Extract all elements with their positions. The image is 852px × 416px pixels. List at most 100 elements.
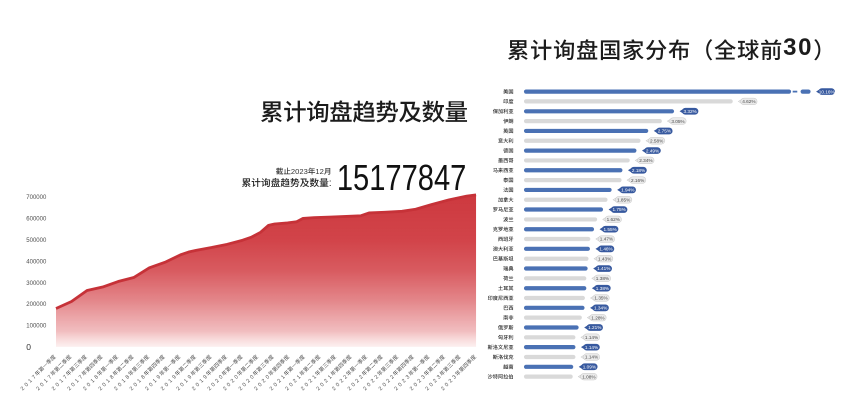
svg-text:2.34%: 2.34% — [639, 158, 652, 163]
svg-text:2: 2 — [308, 378, 314, 384]
svg-text:500000: 500000 — [26, 238, 47, 244]
svg-text:0: 0 — [319, 382, 325, 388]
svg-text:3.32%: 3.32% — [684, 109, 697, 114]
svg-text:2: 2 — [448, 378, 454, 384]
svg-text:15177847: 15177847 — [337, 157, 467, 198]
svg-text:7: 7 — [31, 374, 37, 380]
svg-text:1: 1 — [168, 378, 174, 384]
svg-text:2: 2 — [129, 386, 135, 392]
svg-text:0: 0 — [413, 382, 419, 388]
svg-text:7: 7 — [78, 374, 84, 380]
svg-text:2: 2 — [393, 386, 399, 392]
svg-text:2: 2 — [207, 386, 213, 392]
svg-text:2: 2 — [385, 378, 391, 384]
svg-text:2: 2 — [176, 386, 182, 392]
svg-text:0: 0 — [242, 382, 248, 388]
svg-text:0: 0 — [249, 374, 255, 380]
svg-text:1.38%: 1.38% — [596, 276, 609, 281]
svg-text:1.14%: 1.14% — [585, 335, 598, 340]
svg-text:2: 2 — [347, 386, 353, 392]
svg-text:0: 0 — [273, 382, 279, 388]
svg-text:0: 0 — [351, 382, 357, 388]
svg-text:2: 2 — [358, 374, 364, 380]
svg-text:600000: 600000 — [26, 217, 47, 223]
svg-text:7: 7 — [62, 374, 68, 380]
svg-text:2: 2 — [253, 386, 259, 392]
svg-text:2: 2 — [160, 386, 166, 392]
svg-text:2: 2 — [230, 378, 236, 384]
svg-text:1: 1 — [74, 378, 80, 384]
svg-text:1: 1 — [90, 378, 96, 384]
svg-text:3: 3 — [452, 374, 458, 380]
svg-text:1: 1 — [280, 374, 286, 380]
svg-text:3.05%: 3.05% — [671, 119, 684, 124]
svg-text:3: 3 — [405, 374, 411, 380]
svg-text:700000: 700000 — [26, 195, 47, 201]
svg-text:2: 2 — [417, 378, 423, 384]
svg-text:2: 2 — [331, 386, 337, 392]
svg-text:1: 1 — [199, 378, 205, 384]
svg-text:100000: 100000 — [26, 324, 47, 330]
svg-text:9: 9 — [171, 374, 177, 380]
svg-text:1: 1 — [136, 378, 142, 384]
svg-text:1.14%: 1.14% — [585, 345, 598, 350]
svg-text:0: 0 — [148, 382, 154, 388]
svg-text:2: 2 — [113, 386, 119, 392]
svg-text:9: 9 — [187, 374, 193, 380]
svg-text:1.46%: 1.46% — [599, 247, 612, 252]
svg-text:2.16%: 2.16% — [631, 178, 644, 183]
svg-text:1.62%: 1.62% — [607, 217, 620, 222]
svg-text:0: 0 — [195, 382, 201, 388]
svg-text:1.21%: 1.21% — [588, 325, 601, 330]
svg-text:2: 2 — [238, 386, 244, 392]
svg-text:2: 2 — [51, 386, 57, 392]
svg-text:8: 8 — [140, 374, 146, 380]
svg-text:1.85%: 1.85% — [617, 197, 630, 202]
svg-text:2: 2 — [222, 386, 228, 392]
svg-text:1.28%: 1.28% — [591, 315, 604, 320]
svg-text:0: 0 — [428, 382, 434, 388]
svg-text:2: 2 — [35, 386, 41, 392]
svg-text:9: 9 — [156, 374, 162, 380]
svg-text:3: 3 — [436, 374, 442, 380]
svg-text:0: 0 — [234, 374, 240, 380]
svg-text:1: 1 — [121, 378, 127, 384]
svg-text:0: 0 — [164, 382, 170, 388]
svg-text:1.47%: 1.47% — [600, 237, 613, 242]
svg-text:2023: 2023 — [291, 167, 308, 176]
svg-text:2: 2 — [339, 378, 345, 384]
svg-text:3: 3 — [420, 374, 426, 380]
svg-text:0: 0 — [382, 382, 388, 388]
svg-text:0: 0 — [86, 382, 92, 388]
svg-text:2: 2 — [323, 378, 329, 384]
svg-text:2: 2 — [401, 378, 407, 384]
svg-text:300000: 300000 — [26, 281, 47, 287]
svg-text:1.14%: 1.14% — [585, 355, 598, 360]
svg-text:8: 8 — [109, 374, 115, 380]
svg-text:1: 1 — [43, 378, 49, 384]
svg-text:1: 1 — [311, 374, 317, 380]
svg-text:2: 2 — [440, 386, 446, 392]
svg-text::: : — [329, 178, 332, 189]
svg-text:0: 0 — [218, 374, 224, 380]
svg-text:0: 0 — [210, 382, 216, 388]
svg-text:2.18%: 2.18% — [632, 168, 645, 173]
svg-text:1: 1 — [296, 374, 302, 380]
svg-text:2: 2 — [370, 378, 376, 384]
svg-text:2: 2 — [214, 378, 220, 384]
svg-text:2: 2 — [269, 386, 275, 392]
svg-text:0: 0 — [133, 382, 139, 388]
svg-text:0: 0 — [366, 382, 372, 388]
svg-text:30: 30 — [783, 34, 813, 61]
svg-text:2: 2 — [191, 386, 197, 392]
svg-text:1.43%: 1.43% — [598, 256, 611, 261]
svg-text:0: 0 — [226, 382, 232, 388]
svg-text:0: 0 — [26, 342, 31, 352]
svg-text:1.38%: 1.38% — [596, 286, 609, 291]
svg-text:1: 1 — [27, 378, 33, 384]
svg-text:1.55%: 1.55% — [604, 227, 617, 232]
svg-text:1: 1 — [105, 378, 111, 384]
svg-text:9: 9 — [202, 374, 208, 380]
svg-text:12: 12 — [315, 167, 323, 176]
svg-text:0: 0 — [101, 382, 107, 388]
